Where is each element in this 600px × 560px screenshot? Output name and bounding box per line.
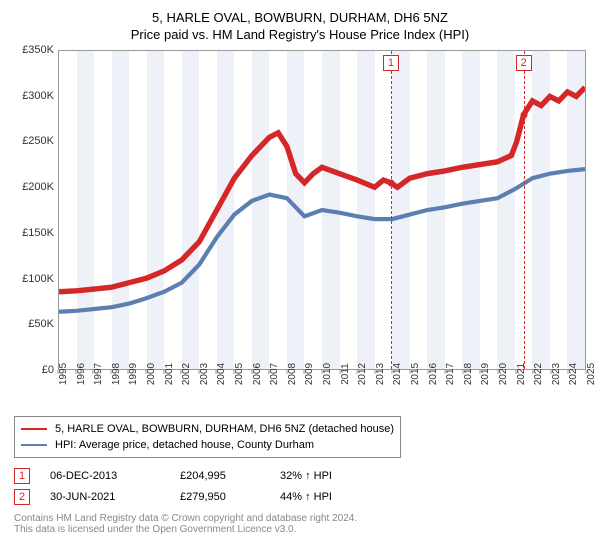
x-tick-label: 2006: [252, 363, 270, 385]
x-tick-label: 1996: [76, 363, 94, 385]
legend-swatch: [21, 444, 47, 446]
x-tick-label: 2002: [181, 363, 199, 385]
chart-title: 5, HARLE OVAL, BOWBURN, DURHAM, DH6 5NZ: [14, 10, 586, 25]
x-tick-label: 2021: [516, 363, 534, 385]
event-line: [524, 51, 525, 369]
series-line: [59, 169, 585, 312]
legend-label: HPI: Average price, detached house, Coun…: [55, 439, 314, 451]
legend-label: 5, HARLE OVAL, BOWBURN, DURHAM, DH6 5NZ …: [55, 423, 394, 435]
legend-swatch: [21, 428, 47, 430]
x-tick-label: 2001: [164, 363, 182, 385]
y-tick-label: £250K: [22, 135, 54, 147]
x-tick-label: 2017: [445, 363, 463, 385]
x-tick-label: 2023: [551, 363, 569, 385]
legend-item: HPI: Average price, detached house, Coun…: [21, 437, 394, 453]
sale-dot: [387, 179, 394, 186]
record-row: 1 06-DEC-2013 £204,995 32% ↑ HPI: [14, 468, 586, 484]
footer-text: Contains HM Land Registry data © Crown c…: [14, 513, 586, 535]
chart-subtitle: Price paid vs. HM Land Registry's House …: [14, 27, 586, 42]
x-tick-label: 2007: [269, 363, 287, 385]
event-marker: 1: [383, 55, 399, 71]
x-tick-label: 2010: [322, 363, 340, 385]
x-tick-label: 1998: [111, 363, 129, 385]
record-date: 30-JUN-2021: [50, 491, 160, 503]
x-tick-label: 2011: [340, 363, 358, 385]
y-tick-label: £350K: [22, 44, 54, 56]
series-line: [59, 87, 585, 291]
record-delta: 44% ↑ HPI: [280, 491, 370, 503]
record-marker: 1: [14, 468, 30, 484]
record-delta: 32% ↑ HPI: [280, 470, 370, 482]
x-tick-label: 2013: [375, 363, 393, 385]
x-tick-label: 2000: [146, 363, 164, 385]
x-tick-label: 2024: [568, 363, 586, 385]
sale-records: 1 06-DEC-2013 £204,995 32% ↑ HPI 2 30-JUN-202…: [14, 468, 586, 505]
x-tick-label: 2016: [428, 363, 446, 385]
x-axis: 1995199619971998199920002001200220032004…: [58, 370, 586, 392]
legend: 5, HARLE OVAL, BOWBURN, DURHAM, DH6 5NZ …: [14, 416, 401, 458]
x-tick-label: 2015: [410, 363, 428, 385]
x-tick-label: 2018: [463, 363, 481, 385]
x-tick-label: 2008: [287, 363, 305, 385]
x-tick-label: 2019: [480, 363, 498, 385]
x-tick-label: 2020: [498, 363, 516, 385]
y-tick-label: £200K: [22, 181, 54, 193]
record-price: £204,995: [180, 470, 260, 482]
record-marker: 2: [14, 489, 30, 505]
x-tick-label: 1997: [93, 363, 111, 385]
legend-item: 5, HARLE OVAL, BOWBURN, DURHAM, DH6 5NZ …: [21, 421, 394, 437]
x-tick-label: 2003: [199, 363, 217, 385]
event-line: [391, 51, 392, 369]
x-tick-label: 2014: [392, 363, 410, 385]
record-row: 2 30-JUN-2021 £279,950 44% ↑ HPI: [14, 489, 586, 505]
y-tick-label: £300K: [22, 90, 54, 102]
event-marker: 2: [516, 55, 532, 71]
y-tick-label: £100K: [22, 273, 54, 285]
x-tick-label: 2009: [304, 363, 322, 385]
y-tick-label: £0: [42, 364, 54, 376]
line-series: [59, 51, 585, 369]
y-tick-label: £50K: [28, 318, 54, 330]
footer-line-2: This data is licensed under the Open Gov…: [14, 524, 586, 535]
y-tick-label: £150K: [22, 227, 54, 239]
x-tick-label: 2022: [533, 363, 551, 385]
x-tick-label: 2025: [586, 363, 600, 385]
x-tick-label: 2012: [357, 363, 375, 385]
sale-dot: [520, 111, 527, 118]
record-date: 06-DEC-2013: [50, 470, 160, 482]
chart-area: £0£50K£100K£150K£200K£250K£300K£350K 12 …: [14, 50, 586, 392]
record-price: £279,950: [180, 491, 260, 503]
y-axis: £0£50K£100K£150K£200K£250K£300K£350K: [14, 50, 58, 370]
x-tick-label: 1995: [58, 363, 76, 385]
plot-region: 12: [58, 50, 586, 370]
footer-line-1: Contains HM Land Registry data © Crown c…: [14, 513, 586, 524]
x-tick-label: 2004: [216, 363, 234, 385]
x-tick-label: 1999: [128, 363, 146, 385]
x-tick-label: 2005: [234, 363, 252, 385]
